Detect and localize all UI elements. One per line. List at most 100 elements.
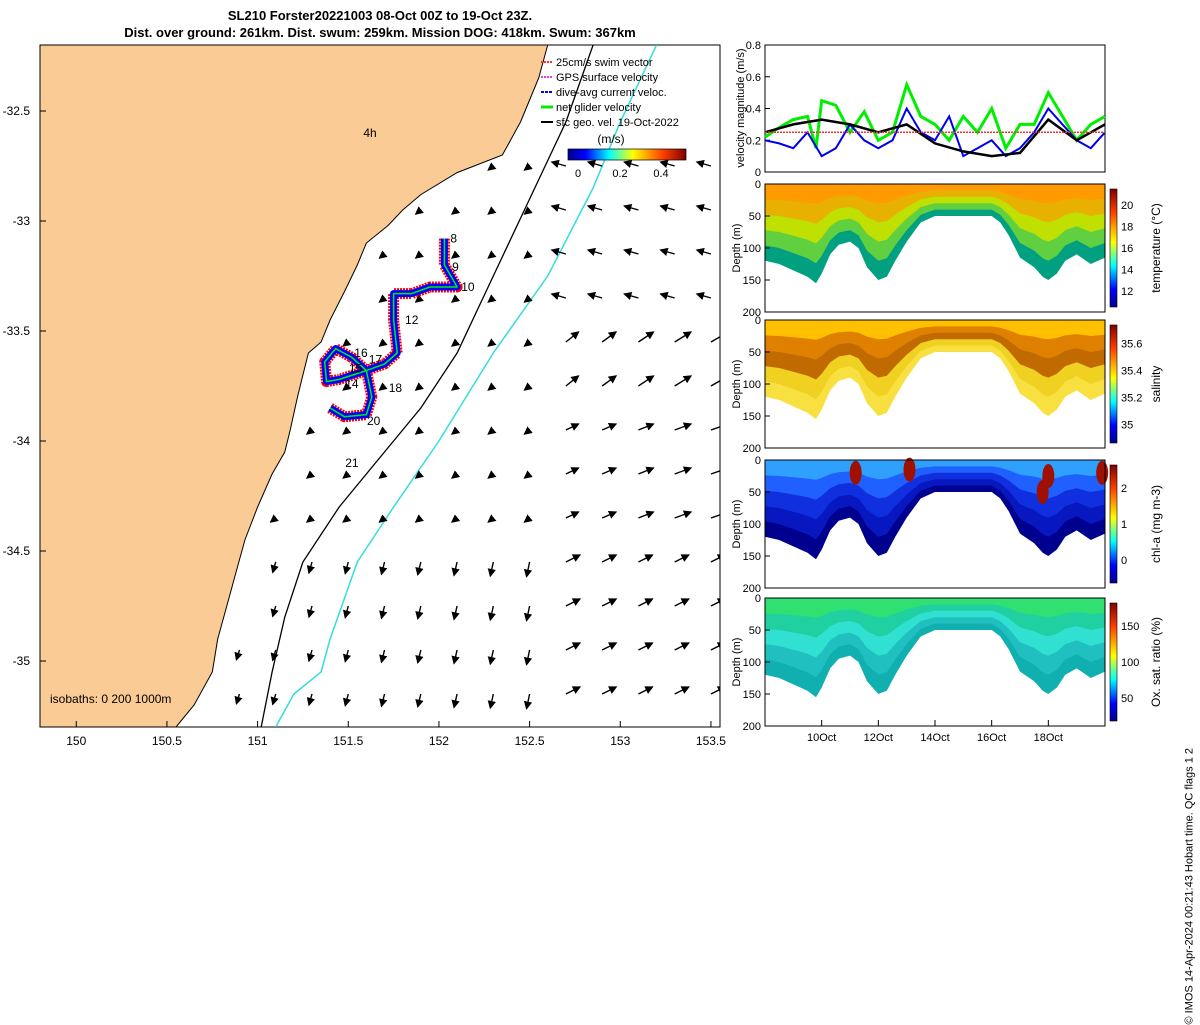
depth-tick-label: 150 [743, 551, 761, 563]
velocity-arrow [601, 598, 618, 607]
velocity-arrow [523, 649, 533, 666]
section-colorbar [1109, 464, 1118, 584]
velocity-arrow [623, 159, 639, 168]
velocity-arrow [487, 162, 497, 171]
colorbar-tick-label: 14 [1121, 265, 1133, 277]
depth-tick-label: 200 [743, 583, 761, 595]
velocity-arrow [601, 554, 618, 563]
velocity-ylabel: velocity magnitude (m/s) [735, 48, 747, 167]
velocity-arrow [414, 382, 424, 391]
velocity-arrow [378, 338, 388, 347]
velocity-arrow [487, 605, 496, 622]
colorbar-tick-label: 0 [1121, 555, 1127, 567]
velocity-arrow [450, 294, 461, 303]
velocity-arrow [487, 649, 496, 666]
depth-tick-label: 100 [743, 243, 761, 255]
velocity-arrow [342, 649, 352, 663]
chla-maximum [903, 457, 916, 482]
velocity-arrow [379, 605, 388, 620]
depth-tick-label: 0 [755, 593, 761, 605]
velocity-arrow [378, 514, 388, 523]
map-ytick-label: -33.5 [3, 324, 31, 338]
velocity-arrow [638, 686, 654, 695]
depth-axis-label: Depth (m) [731, 224, 743, 273]
velocity-arrow [487, 561, 496, 578]
velocity-arrow [710, 642, 720, 651]
velocity-arrow [415, 649, 424, 665]
velocity-arrow [674, 331, 693, 343]
section-panel-oxygen: 0 50 100 150 200 Depth (m) 50 100 150 Ox. sat. ra… [731, 593, 1163, 733]
map-xtick-label: 152 [429, 734, 449, 748]
colorbar-tick-label: 16 [1121, 243, 1133, 255]
vel-ytick-label: 0.6 [746, 72, 761, 84]
velocity-arrow [450, 382, 461, 391]
velocity-arrow [342, 470, 352, 479]
section-colorbar [1109, 188, 1118, 308]
velocity-arrow [487, 294, 497, 303]
chla-maximum [849, 460, 862, 485]
legend-swim-vector: 25cm/s swim vector [556, 57, 653, 69]
vel-ytick-label: 0 [755, 167, 761, 179]
vel-ytick-label: 0.4 [746, 104, 761, 116]
depth-tick-label: 200 [743, 721, 761, 733]
colorbar-tick-label: 35.4 [1121, 366, 1142, 378]
depth-tick-label: 100 [743, 657, 761, 669]
velocity-arrow [450, 338, 461, 347]
velocity-arrow [523, 514, 533, 523]
velocity-arrow [623, 203, 639, 212]
depth-tick-label: 150 [743, 275, 761, 287]
velocity-arrow [306, 649, 315, 663]
velocity-arrow [659, 291, 675, 300]
velocity-arrow [523, 426, 533, 435]
depth-axis-label: Depth (m) [731, 360, 743, 409]
velocity-arrow [270, 649, 279, 662]
velocity-arrow [638, 422, 655, 431]
velocity-arrow [601, 686, 618, 695]
track-day-label: 4h [363, 126, 376, 140]
colorbar-tick-label: 12 [1121, 286, 1133, 298]
velocity-arrow [415, 561, 424, 577]
velocity-arrow [450, 514, 461, 523]
section-colorbar [1109, 324, 1118, 444]
velocity-panel: 0 0.2 0.4 0.6 0.8 velocity magnitude (m/s) [735, 40, 1106, 179]
velocity-arrow [523, 470, 533, 479]
velocity-arrow [450, 206, 461, 215]
velocity-arrow [565, 375, 580, 387]
colorbar-tick-label: 50 [1121, 693, 1133, 705]
velocity-arrow [638, 466, 655, 475]
velocity-arrow [270, 693, 279, 706]
velocity-arrow [450, 250, 461, 259]
velocity-arrow [623, 247, 639, 256]
copyright-text: © IMOS 14-Apr-2024 00:21:43 Hobart time.… [1184, 748, 1196, 1025]
velocity-arrow [379, 561, 388, 576]
track-day-label: 12 [405, 313, 419, 327]
map-legend: 25cm/s swim vector GPS surface velocity … [541, 57, 687, 180]
velocity-series-line [764, 80, 1106, 152]
velocity-arrow [586, 291, 603, 300]
map-ytick-label: -33 [13, 214, 31, 228]
velocity-arrow [623, 291, 639, 300]
velocity-arrow [342, 561, 352, 575]
depth-tick-label: 100 [743, 519, 761, 531]
depth-axis-label: Depth (m) [731, 638, 743, 687]
time-tick-label: 12Oct [864, 732, 893, 744]
velocity-arrow [710, 335, 720, 343]
map-xtick-label: 151.5 [333, 734, 363, 748]
velocity-arrow [638, 642, 654, 651]
depth-tick-label: 100 [743, 379, 761, 391]
map-ytick-label: -34.5 [3, 544, 31, 558]
velocity-arrow [234, 693, 243, 706]
velocity-arrow [523, 382, 533, 391]
colorbar-tick-label: 20 [1121, 200, 1133, 212]
velocity-arrow [523, 605, 533, 622]
track-day-label: 8 [450, 232, 457, 246]
velocity-arrow [415, 693, 424, 709]
glider-track [319, 238, 463, 423]
velocity-arrow [674, 554, 690, 563]
velocity-arrow [523, 693, 533, 710]
velocity-arrow [487, 514, 497, 523]
map-xtick-label: 150 [66, 734, 86, 748]
track-day-label: 20 [367, 414, 381, 428]
velocity-arrow [523, 338, 533, 347]
